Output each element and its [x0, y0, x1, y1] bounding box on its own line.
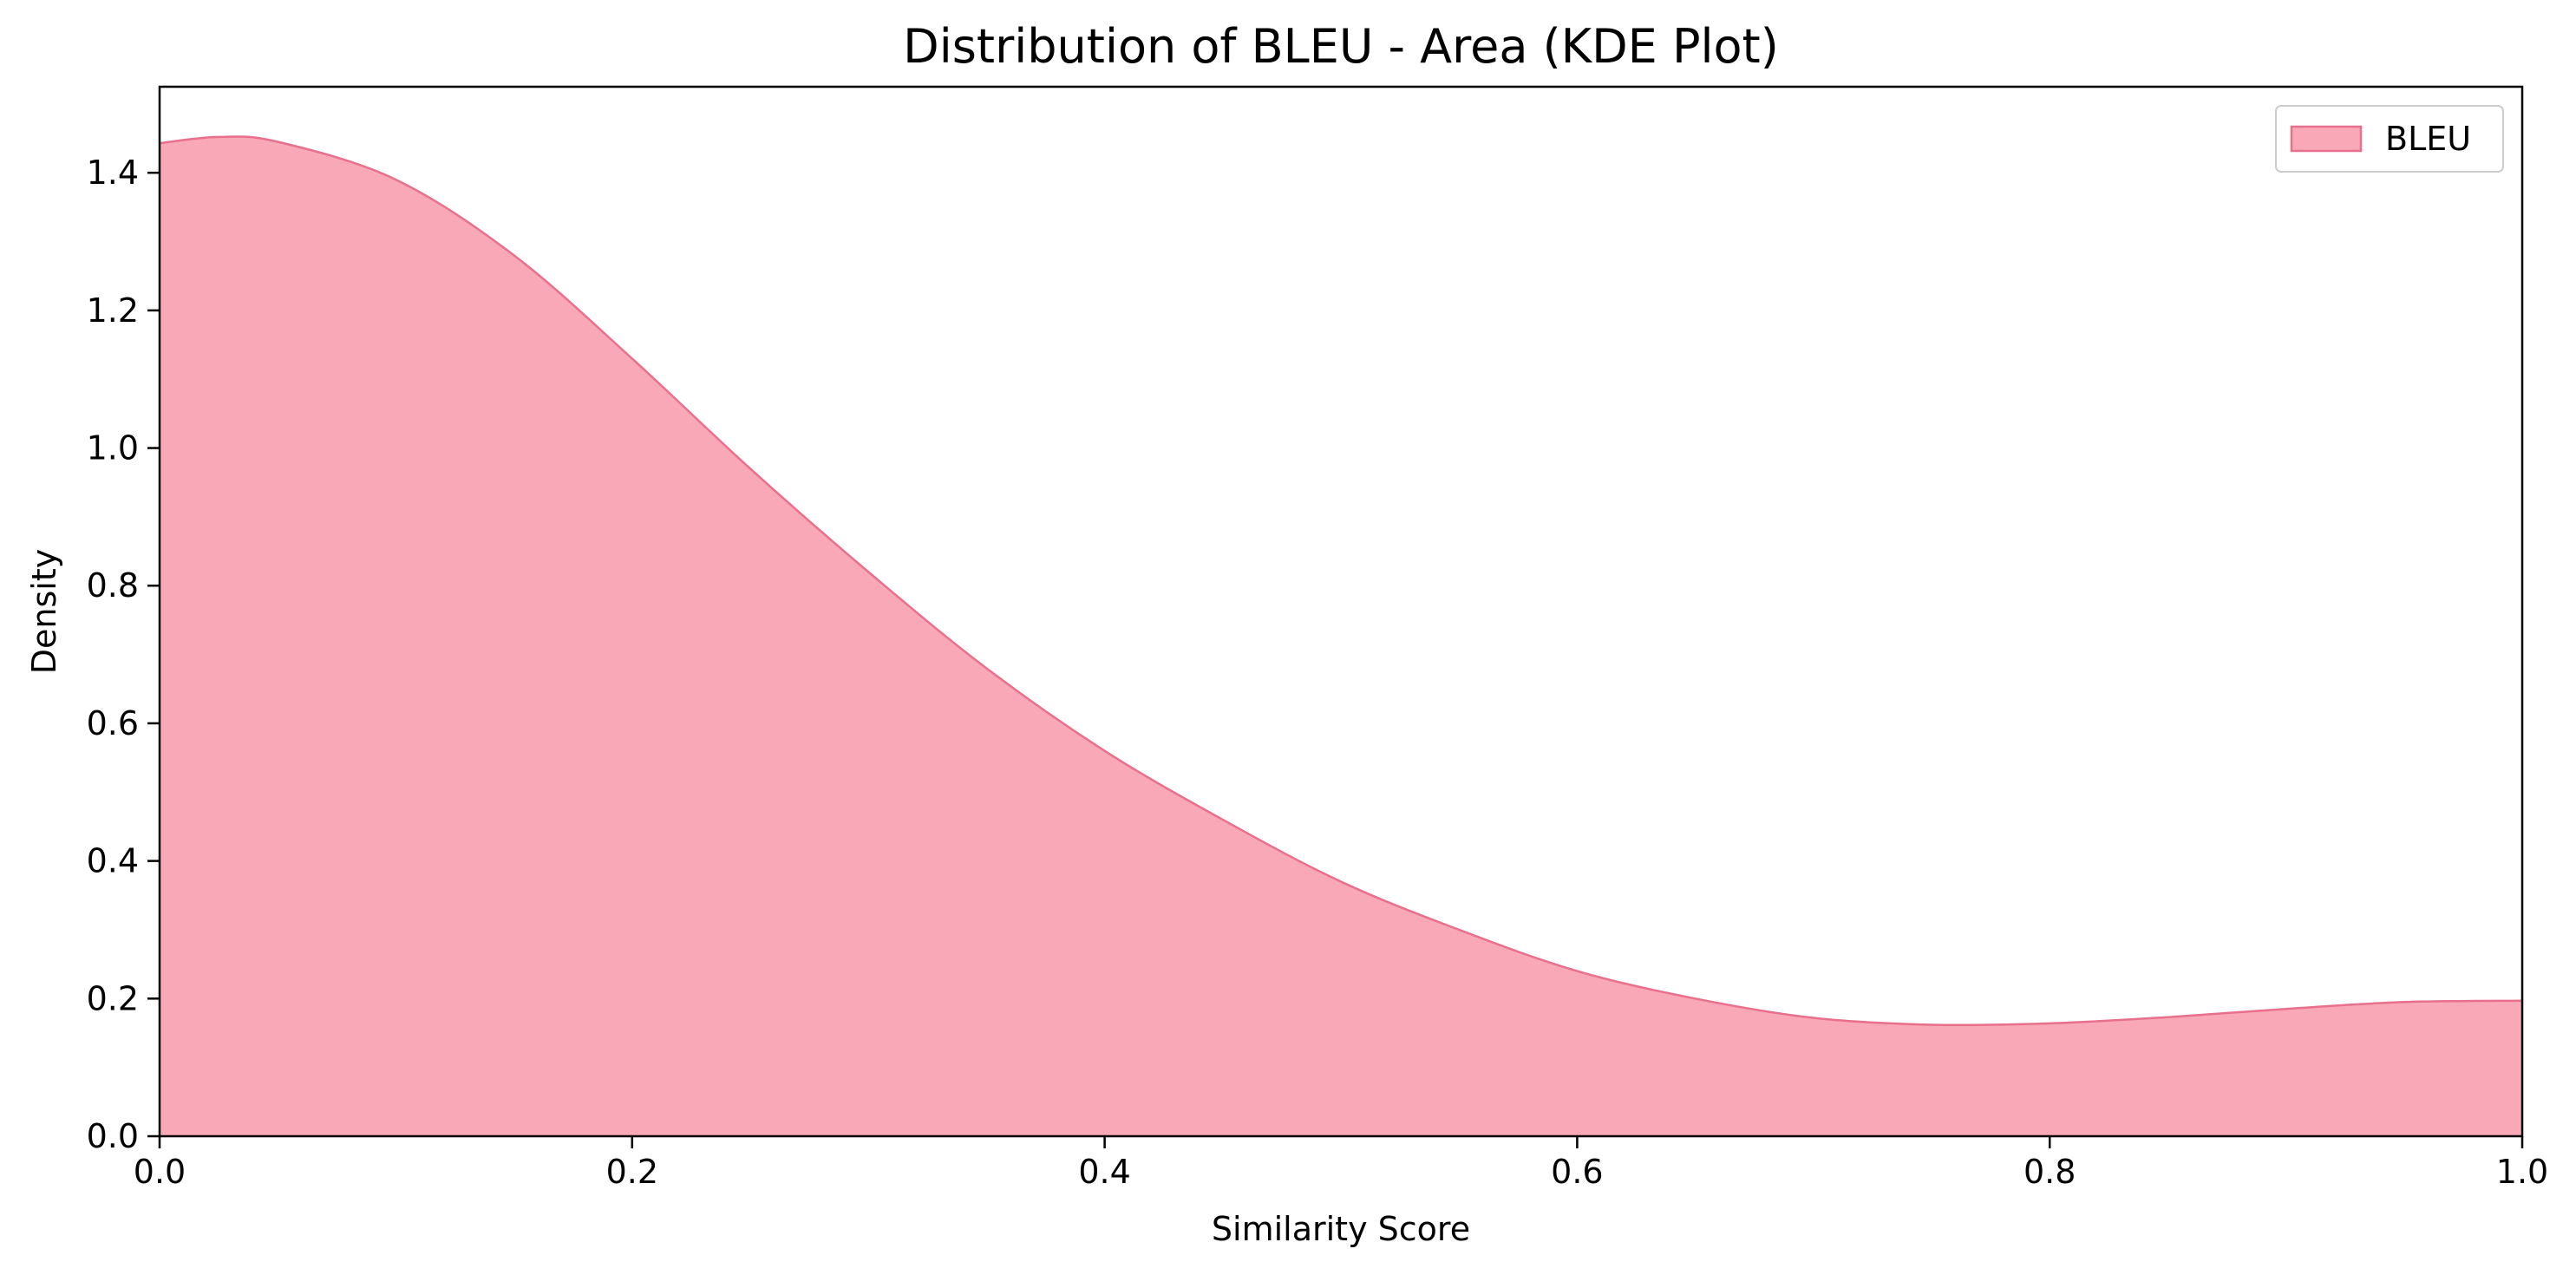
y-tick-label: 1.2 [87, 291, 139, 330]
legend: BLEU [2275, 105, 2504, 173]
y-axis-ticks: 0.0 0.2 0.4 0.6 0.8 1.0 1.2 1.4 [87, 154, 160, 1155]
x-tick-label: 0.6 [1551, 1153, 1603, 1191]
x-tick-label: 0.2 [606, 1153, 658, 1191]
y-tick-label: 1.4 [87, 154, 139, 192]
x-tick-label: 0.0 [134, 1153, 186, 1191]
y-tick-label: 0.0 [87, 1117, 139, 1155]
x-axis-ticks: 0.0 0.2 0.4 0.6 0.8 1.0 [134, 1136, 2548, 1191]
legend-swatch-bleu [2290, 125, 2363, 153]
y-tick-label: 0.6 [87, 704, 139, 742]
x-tick-label: 0.8 [2024, 1153, 2076, 1191]
x-tick-label: 0.4 [1078, 1153, 1130, 1191]
legend-box [2275, 105, 2504, 173]
y-tick-label: 1.0 [87, 429, 139, 468]
y-tick-label: 0.2 [87, 979, 139, 1017]
y-tick-label: 0.8 [87, 566, 139, 605]
x-tick-label: 1.0 [2496, 1153, 2548, 1191]
y-axis-label: Density [25, 549, 63, 674]
chart-title: Distribution of BLEU - Area (KDE Plot) [903, 19, 1779, 74]
plot-area [159, 135, 2523, 1136]
legend-label-bleu: BLEU [2385, 120, 2471, 158]
x-axis-label: Similarity Score [1212, 1210, 1470, 1248]
y-tick-label: 0.4 [87, 842, 139, 880]
plot-frame [158, 85, 2524, 1138]
kde-line-bleu [159, 135, 2523, 1027]
kde-area-bleu [160, 136, 2522, 1136]
